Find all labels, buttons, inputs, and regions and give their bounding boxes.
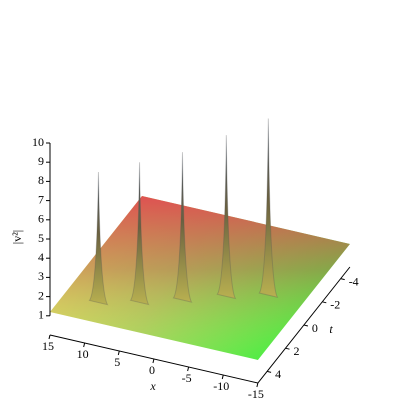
z-tick-label: 9 xyxy=(38,154,44,168)
peak xyxy=(88,171,109,306)
t-tick xyxy=(322,301,327,304)
t-tick-label: -4 xyxy=(349,274,359,288)
x-tick xyxy=(187,366,190,372)
x-tick xyxy=(152,358,155,364)
t-tick-label: 0 xyxy=(312,321,318,335)
surface-shade xyxy=(50,195,350,360)
x-tick-label: -10 xyxy=(213,379,229,393)
t-tick-label: 4 xyxy=(275,367,281,381)
z-tick-label: 2 xyxy=(38,288,44,302)
peak xyxy=(258,118,279,298)
z-tick-label: 3 xyxy=(38,269,44,283)
t-tick xyxy=(340,278,345,281)
z-tick-label: 6 xyxy=(38,212,44,226)
x-tick-label: 10 xyxy=(77,347,89,361)
x-axis-label: x xyxy=(149,379,156,393)
x-tick-label: 5 xyxy=(114,355,120,369)
t-tick xyxy=(303,324,309,327)
z-tick-label: 7 xyxy=(38,192,44,206)
x-tick-label: 0 xyxy=(149,363,155,377)
t-axis-label: t xyxy=(329,322,333,336)
z-tick-label: 4 xyxy=(38,250,44,264)
z-tick-label: 1 xyxy=(38,308,44,322)
x-tick-label: -15 xyxy=(248,387,264,400)
z-axis-label: |v²| xyxy=(10,230,24,244)
peak xyxy=(216,135,237,300)
x-tick-label: 15 xyxy=(42,339,54,353)
x-tick xyxy=(221,374,224,380)
t-tick-label: 2 xyxy=(294,344,300,358)
x-tick xyxy=(117,350,120,356)
t-tick xyxy=(266,370,272,373)
x-tick-label: -5 xyxy=(182,371,192,385)
z-tick-label: 8 xyxy=(38,173,44,187)
surface xyxy=(50,118,350,360)
x-tick xyxy=(83,342,86,348)
peak xyxy=(129,162,150,306)
t-tick xyxy=(285,347,290,350)
x-tick xyxy=(256,382,259,388)
z-tick-label: 5 xyxy=(38,231,44,245)
t-tick-label: -2 xyxy=(330,298,340,312)
x-tick xyxy=(48,334,51,340)
peak xyxy=(172,152,193,303)
z-tick-label: 10 xyxy=(32,135,44,149)
